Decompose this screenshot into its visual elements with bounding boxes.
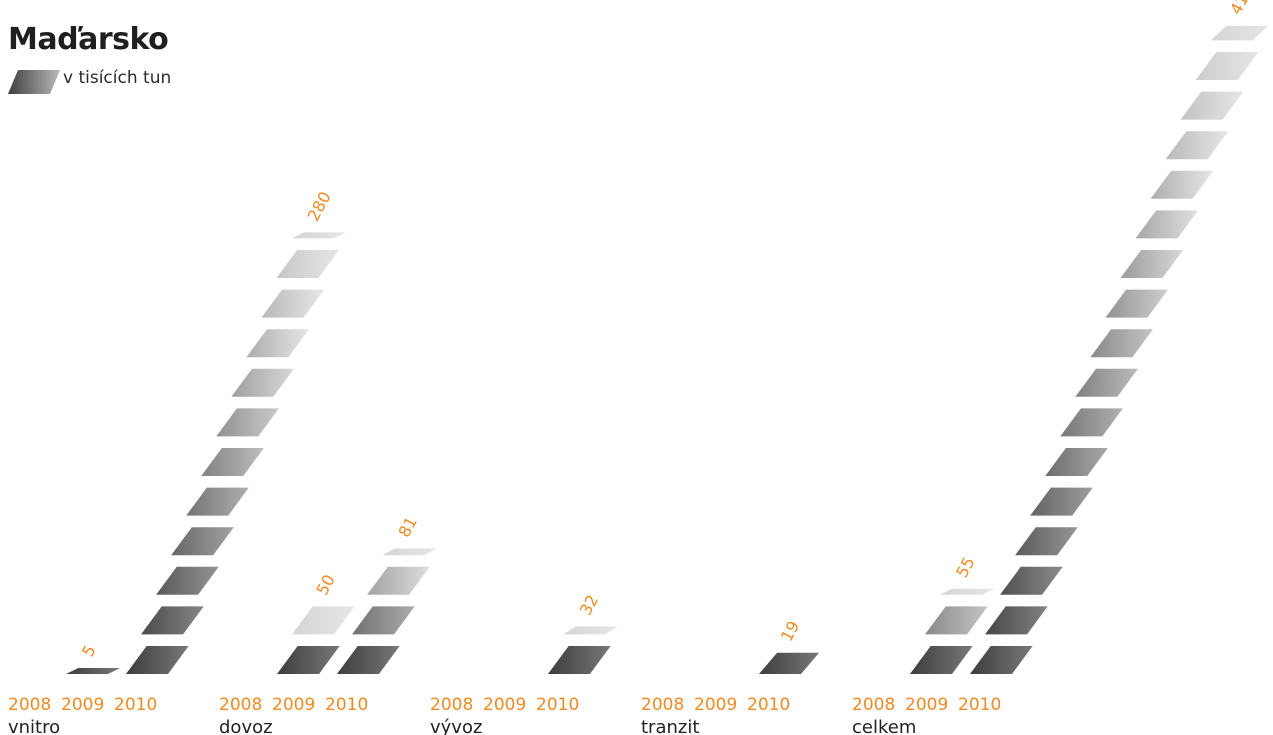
legend-swatch [8,70,60,94]
bar-segment-vnitro-2010-6 [216,408,279,437]
value-label-celkem-2009: 55 [952,554,978,581]
year-label-2008: 2008 [852,695,895,715]
bar-segment-celkem-2010-13 [1165,131,1229,160]
year-label-2010: 2010 [114,695,157,715]
bar-segment-vnitro-2010-5 [201,448,264,476]
bar-segment-celkem-2009-2 [940,588,995,595]
bar-segment-vnitro-2010-3 [171,527,234,556]
bar-segment-tranzit-2010-0 [759,652,820,674]
bar-segment-celkem-2010-7 [1075,368,1138,397]
bar-segment-celkem-2010-10 [1120,250,1184,278]
bar-segment-vnitro-2010-8 [246,329,310,358]
category-label-3: tranzit [641,717,699,735]
category-label-4: celkem [852,717,916,735]
value-label-celkem-2010: 413 [1226,0,1257,18]
year-label-2010: 2010 [536,695,579,715]
legend-label: v tisících tun [63,68,172,88]
bar-segment-dovoz-2009-1 [292,606,355,635]
bar-segment-celkem-2010-15 [1195,52,1259,80]
bar-segment-vnitro-2010-7 [231,368,294,397]
bar-segment-celkem-2010-11 [1135,210,1199,239]
bar-segment-celkem-2010-1 [985,606,1048,635]
value-label-vnitro-2009: 5 [78,642,100,660]
year-label-2008: 2008 [430,695,473,715]
bar-segment-celkem-2010-16 [1210,25,1269,41]
category-label-2: vývoz [430,717,482,735]
value-label-dovoz-2009: 50 [313,571,339,598]
year-label-2008: 2008 [219,695,262,715]
year-label-2009: 2009 [272,695,315,715]
chart-title: Maďarsko [8,22,169,57]
bar-segment-vnitro-2010-2 [156,566,219,595]
bar-segment-celkem-2010-6 [1060,408,1123,437]
bar-segment-celkem-2010-8 [1090,329,1154,358]
bar-segment-vývoz-2010-0 [548,646,611,674]
year-label-2009: 2009 [61,695,104,715]
bar-segment-vnitro-2010-0 [126,646,189,674]
value-label-tranzit-2010: 19 [777,618,803,645]
category-label-1: dovoz [219,717,273,735]
bar-segment-celkem-2010-5 [1045,448,1108,476]
bar-segment-celkem-2010-0 [970,646,1033,674]
value-label-dovoz-2010: 81 [395,513,421,540]
bar-segment-vnitro-2010-1 [141,606,204,635]
bar-segment-celkem-2010-3 [1015,527,1078,556]
bar-segment-vnitro-2009-0 [66,668,121,674]
year-label-2009: 2009 [905,695,948,715]
bar-segment-dovoz-2010-3 [382,548,437,556]
bar-segment-dovoz-2010-2 [367,566,430,595]
bar-segment-celkem-2010-2 [1000,566,1063,595]
bar-segment-vnitro-2010-11 [291,232,346,239]
year-label-2009: 2009 [483,695,526,715]
bar-segment-celkem-2009-0 [910,646,973,674]
bar-segment-celkem-2010-4 [1030,487,1093,516]
year-label-2010: 2010 [747,695,790,715]
bar-segment-dovoz-2010-0 [337,646,400,674]
bar-segment-vnitro-2010-10 [276,250,340,278]
bar-segment-celkem-2009-1 [925,606,988,635]
year-label-2008: 2008 [8,695,51,715]
bar-segment-dovoz-2010-1 [352,606,415,635]
category-label-0: vnitro [8,717,60,735]
value-label-vnitro-2010: 280 [304,188,335,224]
bar-segment-dovoz-2009-0 [277,646,340,674]
bar-segment-celkem-2010-14 [1180,91,1244,120]
year-label-2010: 2010 [958,695,1001,715]
value-label-vývoz-2010: 32 [576,592,602,619]
bar-segment-vnitro-2010-4 [186,487,249,516]
year-label-2009: 2009 [694,695,737,715]
bar-segment-celkem-2010-12 [1150,170,1214,199]
bar-segment-vnitro-2010-9 [261,289,325,318]
year-label-2008: 2008 [641,695,684,715]
year-label-2010: 2010 [325,695,368,715]
bar-segment-celkem-2010-9 [1105,289,1169,318]
bar-segment-vývoz-2010-1 [563,626,619,635]
